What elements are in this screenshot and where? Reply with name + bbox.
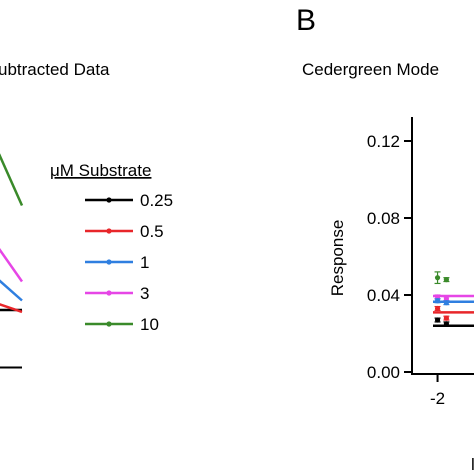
data-point-1-1 (443, 296, 449, 302)
left-panel-lines (0, 153, 24, 314)
legend-label-0: 0.25 (140, 191, 173, 210)
legend-label-2: 1 (140, 253, 149, 272)
left-panel-title: ubtracted Data (0, 60, 110, 79)
right-panel-title: Cedergreen Mode (302, 60, 439, 79)
legend-label-3: 3 (140, 284, 149, 303)
y-axis-label: Response (328, 220, 347, 297)
y-tick-label-0: 0.00 (367, 363, 400, 382)
left-series-line-1 (0, 303, 23, 314)
legend-marker-3 (106, 290, 112, 296)
x-axis-label-fragment: l (471, 455, 474, 474)
data-point-0-0 (434, 275, 441, 281)
y-tick-label-3: 0.12 (367, 132, 400, 151)
y-tick-label-1: 0.04 (367, 286, 400, 305)
legend: 0.25 0.5 1 3 10 (85, 191, 173, 334)
panel-letter: B (296, 4, 316, 37)
data-point-3-0 (434, 305, 441, 312)
data-points (434, 271, 450, 327)
data-point-2-1 (443, 300, 449, 306)
x-ticks: -2 (430, 374, 445, 408)
data-point-1-0 (434, 294, 441, 300)
y-tick-label-2: 0.08 (367, 209, 400, 228)
data-point-4-1 (443, 321, 449, 327)
data-point-4-0 (434, 317, 441, 323)
left-series-line-3 (0, 247, 24, 283)
legend-title: μM Substrate (50, 161, 151, 180)
y-ticks: 0.00 0.04 0.08 0.12 (367, 132, 412, 382)
left-series-line-2 (0, 279, 23, 302)
legend-marker-2 (106, 259, 112, 265)
x-tick-label-0: -2 (430, 389, 445, 408)
legend-marker-1 (106, 228, 112, 234)
data-point-0-1 (443, 277, 449, 283)
legend-label-1: 0.5 (140, 222, 164, 241)
legend-label-4: 10 (140, 315, 159, 334)
data-point-3-1 (443, 315, 449, 321)
legend-marker-4 (106, 321, 112, 327)
left-series-line-4 (0, 153, 24, 207)
data-point-2-0 (434, 298, 441, 304)
legend-marker-0 (106, 197, 112, 203)
